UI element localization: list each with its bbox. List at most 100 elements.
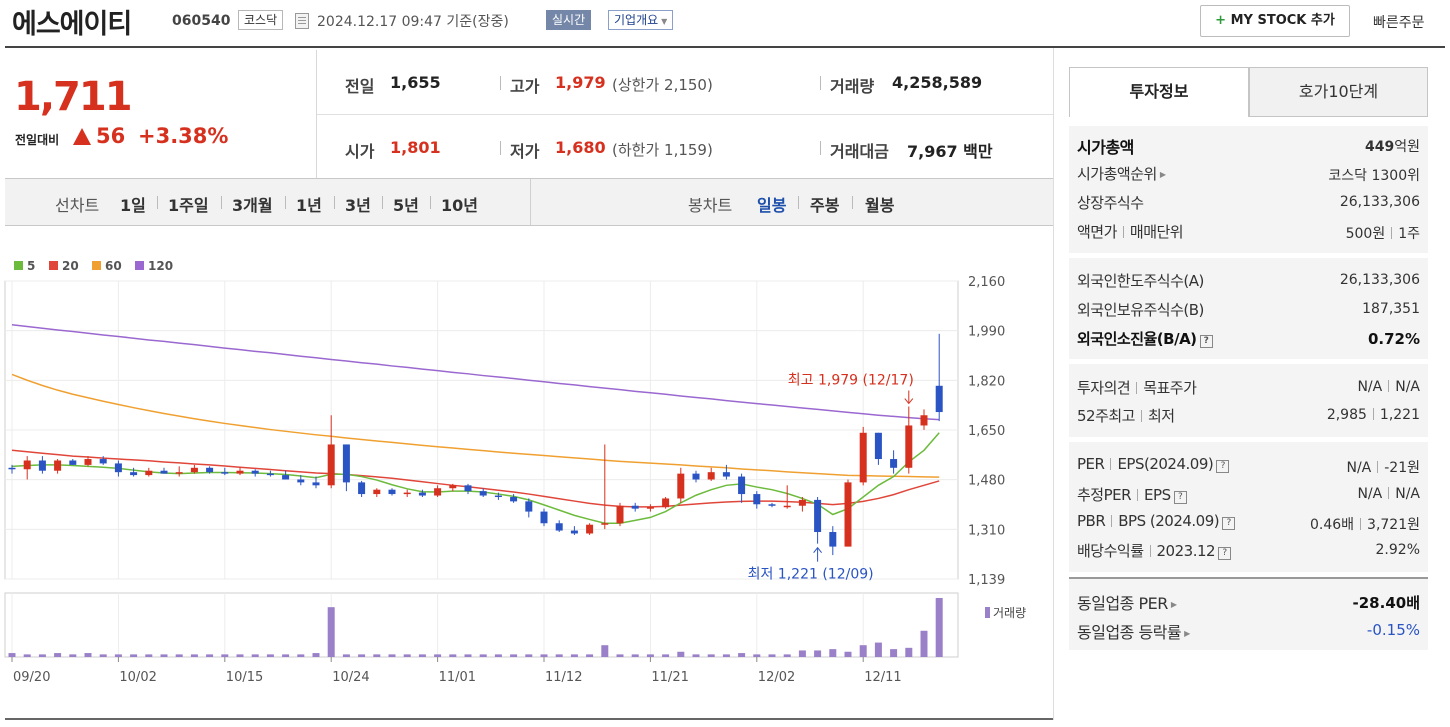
up-triangle-icon <box>73 128 91 145</box>
volume-bar <box>844 651 852 657</box>
separator <box>1372 408 1374 420</box>
arrow-right-icon: ▶ <box>1184 629 1190 638</box>
candle-body <box>312 482 320 486</box>
market-cap-rank-value: 코스닥 1300위 <box>1328 168 1420 184</box>
market-cap-row: 시가총액 449억원 <box>1077 134 1420 160</box>
quick-order-link[interactable]: 빠른주문 <box>1373 15 1425 31</box>
max-annotation: 최고 1,979 (12/17) <box>788 373 914 389</box>
volume-bar <box>677 651 685 657</box>
volume-bar <box>175 654 183 657</box>
document-icon[interactable] <box>295 13 309 29</box>
candle-body <box>555 523 563 531</box>
company-info-dropdown[interactable]: 기업개요 ▼ <box>608 10 674 30</box>
separator <box>852 196 853 209</box>
stock-code: 060540 <box>172 13 231 29</box>
per-label: PER EPS(2024.09)? <box>1077 455 1230 473</box>
sector-per-row[interactable]: 동일업종 PER ▶ -28.40배 <box>1077 590 1420 616</box>
x-tick-label: 12/02 <box>758 670 795 685</box>
tab-1year[interactable]: 1년 <box>296 196 322 215</box>
min-arrow-head <box>813 546 822 553</box>
volume-bar <box>130 654 138 657</box>
market-cap-value: 449억원 <box>1365 136 1420 156</box>
market-badge: 코스닥 <box>238 10 284 30</box>
help-icon[interactable]: ? <box>1173 491 1187 504</box>
candle-body <box>8 467 16 470</box>
tab-order-book[interactable]: 호가10단계 <box>1249 67 1428 117</box>
my-stock-add-button[interactable]: + MY STOCK 추가 <box>1200 5 1350 37</box>
foreign-limit-value: 26,133,306 <box>1339 272 1420 288</box>
tab-baseline <box>1069 116 1428 117</box>
foreign-ratio-value: 0.72% <box>1367 330 1420 348</box>
volume-bar <box>358 654 366 657</box>
upper-limit: (상한가 2,150) <box>612 76 713 94</box>
tab-3month[interactable]: 3개월 <box>232 196 273 215</box>
per-row: PER EPS(2024.09)? N/A -21원 <box>1077 455 1420 481</box>
tab-weekly-candle[interactable]: 주봉 <box>810 196 840 215</box>
volume-bar <box>768 654 776 657</box>
help-icon[interactable]: ? <box>1216 460 1230 473</box>
realtime-button[interactable]: 실시간 <box>546 10 592 30</box>
high-value: 1,979 <box>555 73 606 92</box>
volume-label: 거래량 <box>830 77 875 96</box>
tab-3year[interactable]: 3년 <box>345 196 371 215</box>
volume-bar <box>327 607 335 657</box>
quote-datetime: 2024.12.17 09:47 기준(장중) <box>317 14 509 30</box>
help-icon[interactable]: ? <box>1222 517 1236 530</box>
separator <box>500 76 501 90</box>
volume-bar <box>403 654 411 657</box>
header: 에스에이티 060540 코스닥 2024.12.17 09:47 기준(장중)… <box>0 0 1450 46</box>
volume-bar <box>312 653 320 657</box>
candle-body <box>890 459 898 468</box>
plus-icon: + <box>1215 13 1227 28</box>
volume-plot-area <box>4 592 959 658</box>
tab-10year[interactable]: 10년 <box>441 196 478 215</box>
candle-body <box>327 444 335 486</box>
tab-5year[interactable]: 5년 <box>393 196 419 215</box>
candle-body <box>722 472 730 477</box>
ma60-line <box>11 373 940 478</box>
par-value-value: 500원 1주 <box>1345 226 1420 242</box>
listed-shares-row: 상장주식수 26,133,306 <box>1077 192 1420 218</box>
opinion-row: 투자의견 목표주가 N/A N/A <box>1077 377 1420 403</box>
volume-bar <box>38 654 46 657</box>
legend-swatch-20 <box>49 261 58 270</box>
candle-body <box>814 499 822 533</box>
change-label: 전일대비 <box>15 133 60 147</box>
market-cap-rank-label: 시가총액순위 ▶ <box>1077 165 1166 183</box>
volume-bar <box>342 654 350 657</box>
market-cap-rank-row[interactable]: 시가총액순위 ▶ 코스닥 1300위 <box>1077 163 1420 189</box>
week52-label: 52주최고 최저 <box>1077 407 1175 425</box>
low-label: 저가 <box>510 142 540 161</box>
separator <box>157 196 158 209</box>
volume-bar <box>905 647 913 657</box>
sector-change-row[interactable]: 동일업종 등락률 ▶ -0.15% <box>1077 619 1420 645</box>
volume-bar <box>54 653 62 657</box>
lower-limit: (하한가 1,159) <box>612 141 713 159</box>
tab-1week[interactable]: 1주일 <box>168 196 209 215</box>
legend-swatch-60 <box>92 261 101 270</box>
foreign-ratio-row: 외국인소진율(B/A)? 0.72% <box>1077 328 1420 354</box>
pbr-label: PBR BPS (2024.09)? <box>1077 512 1236 530</box>
separator <box>820 141 821 155</box>
help-icon[interactable]: ? <box>1199 335 1213 348</box>
help-icon[interactable]: ? <box>1218 547 1232 560</box>
volume-bar <box>662 654 670 657</box>
volume-bar <box>555 654 563 657</box>
tab-1day[interactable]: 1일 <box>120 196 146 215</box>
candle-body <box>874 432 882 460</box>
tab-monthly-candle[interactable]: 월봉 <box>865 196 895 215</box>
max-arrow-head <box>904 398 914 405</box>
y-tick-label: 1,139 <box>968 573 1005 588</box>
volume-bar <box>221 654 229 657</box>
x-tick-label: 10/24 <box>332 670 369 685</box>
tab-bar-divider <box>530 179 531 225</box>
open-label: 시가 <box>345 142 375 161</box>
candle-body <box>920 415 928 426</box>
candle-body <box>175 472 183 474</box>
tab-investment-info[interactable]: 투자정보 <box>1069 67 1249 117</box>
sector-per-value: -28.40배 <box>1352 594 1420 612</box>
candle-body <box>130 472 138 476</box>
candle-body <box>266 473 274 476</box>
candle-body <box>206 467 214 473</box>
tab-daily-candle[interactable]: 일봉 <box>757 196 787 215</box>
